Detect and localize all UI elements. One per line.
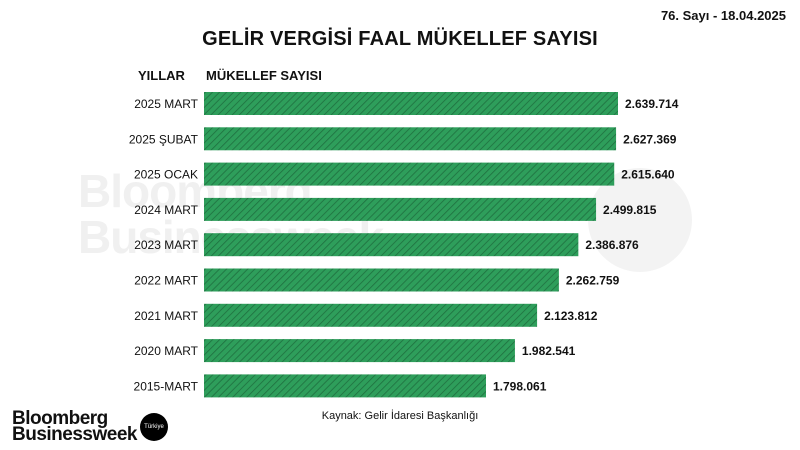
- brand-logo: Bloomberg Businessweek: [12, 408, 137, 445]
- column-header-years: YILLAR: [138, 68, 185, 83]
- category-label: 2020 MART: [134, 344, 198, 358]
- category-label: 2025 OCAK: [134, 168, 198, 182]
- bar: [204, 268, 559, 292]
- value-label: 2.123.812: [544, 309, 598, 323]
- value-label: 1.798.061: [493, 379, 547, 393]
- bar: [204, 374, 486, 398]
- bar: [204, 233, 579, 257]
- category-label: 2024 MART: [134, 203, 198, 217]
- value-label: 1.982.541: [522, 344, 576, 358]
- logo-line-2: Businessweek: [12, 424, 137, 445]
- source-note: Kaynak: Gelir İdaresi Başkanlığı: [321, 410, 479, 422]
- category-label: 2021 MART: [134, 309, 198, 323]
- category-label: 2022 MART: [134, 274, 198, 288]
- category-label: 2025 MART: [134, 97, 198, 111]
- bar: [204, 339, 515, 363]
- bar: [204, 303, 538, 327]
- value-label: 2.627.369: [623, 132, 677, 146]
- column-header-values: MÜKELLEF SAYISI: [206, 68, 322, 83]
- bar: [204, 127, 617, 151]
- value-label: 2.386.876: [585, 238, 639, 252]
- logo-line-1: Bloomberg: [12, 408, 108, 429]
- bar: [204, 92, 618, 115]
- bar: [204, 162, 615, 186]
- category-label: 2023 MART: [134, 238, 198, 252]
- value-label: 2.639.714: [625, 97, 679, 111]
- issue-label: 76. Sayı - 18.04.2025: [660, 8, 786, 23]
- bar: [204, 197, 597, 221]
- category-label: 2025 ŞUBAT: [129, 132, 199, 146]
- value-label: 2.615.640: [621, 168, 675, 182]
- value-label: 2.499.815: [603, 203, 657, 217]
- category-label: 2015-MART: [134, 379, 199, 393]
- value-label: 2.262.759: [566, 274, 620, 288]
- turkiye-badge: Türkiye: [140, 413, 168, 441]
- chart-title: GELİR VERGİSİ FAAL MÜKELLEF SAYISI: [202, 28, 598, 50]
